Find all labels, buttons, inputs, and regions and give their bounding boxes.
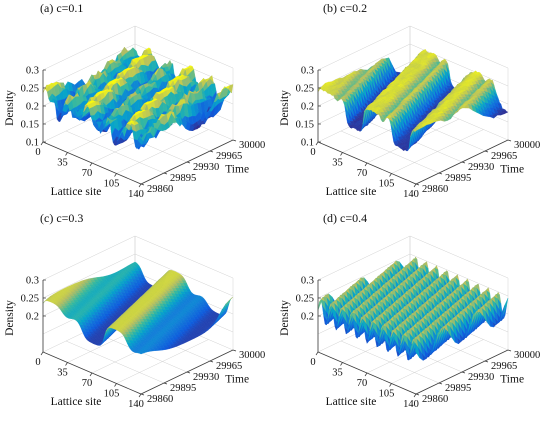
x-tick-label: 140 (403, 189, 419, 200)
z-tick-label: 0.15 (296, 120, 314, 131)
z-tick-label: 0.2 (26, 102, 39, 113)
x-tick (40, 141, 44, 146)
y-tick-label: 29965 (491, 151, 517, 162)
x-tick-label: 35 (332, 158, 343, 169)
z-tick-label: 0.3 (26, 66, 39, 77)
y-tick (438, 172, 443, 175)
x-tick-label: 35 (57, 158, 68, 169)
y-tick-label: 29895 (170, 173, 196, 184)
panel-title: (a) c=0.1 (40, 1, 83, 15)
y-tick (232, 139, 237, 142)
x-tick (65, 152, 68, 156)
x-tick-label: 0 (310, 147, 315, 158)
y-tick (415, 183, 420, 186)
panel-title: (b) c=0.2 (323, 1, 367, 15)
y-tick (484, 150, 489, 153)
z-tick-label: 0.15 (21, 120, 39, 131)
y-tick (140, 183, 145, 186)
x-tick-label: 0 (35, 147, 40, 158)
x-tick-label: 140 (128, 189, 144, 200)
y-tick-label: 30000 (514, 140, 540, 151)
grid-line (116, 129, 209, 174)
z-tick-label: 0.25 (21, 84, 39, 95)
x-tick-label: 70 (82, 168, 93, 179)
x-tick (89, 162, 93, 167)
x-tick-label: 70 (357, 168, 368, 179)
y-tick (507, 139, 512, 142)
y-tick-label: 29965 (216, 151, 242, 162)
grid-line (42, 43, 136, 89)
x-tick (364, 162, 368, 167)
x-tick-label: 105 (379, 179, 395, 190)
y-axis-label: Time (500, 164, 524, 176)
z-tick-label: 0.2 (301, 102, 314, 113)
x-tick (340, 152, 343, 156)
y-tick-label: 29860 (147, 184, 173, 195)
z-tick-label: 0.25 (296, 84, 314, 95)
y-tick-label: 29895 (445, 173, 471, 184)
x-axis-label: Lattice site (51, 186, 102, 198)
y-tick-label: 29860 (422, 184, 448, 195)
y-tick (186, 161, 191, 164)
y-tick-label: 29930 (193, 162, 219, 173)
y-axis-label: Time (225, 164, 249, 176)
grid-line (134, 43, 234, 87)
z-tick-label: 0.3 (301, 66, 314, 77)
x-axis-label: Lattice site (326, 186, 377, 198)
z-axis-label: Density (4, 90, 16, 126)
y-tick (163, 172, 168, 175)
y-tick-label: 30000 (239, 140, 265, 151)
x-tick (114, 173, 117, 177)
x-tick (315, 141, 319, 146)
x-tick-label: 105 (104, 179, 120, 190)
y-tick (461, 161, 466, 164)
z-axis-label: Density (279, 90, 291, 126)
x-tick (413, 183, 417, 188)
x-tick (138, 183, 142, 188)
x-tick (389, 173, 392, 177)
y-tick (209, 150, 214, 153)
y-tick-label: 29930 (468, 162, 494, 173)
